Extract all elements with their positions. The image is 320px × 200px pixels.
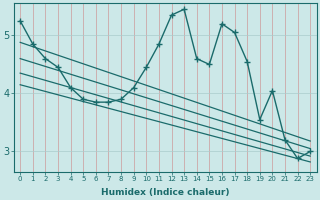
X-axis label: Humidex (Indice chaleur): Humidex (Indice chaleur): [101, 188, 229, 197]
